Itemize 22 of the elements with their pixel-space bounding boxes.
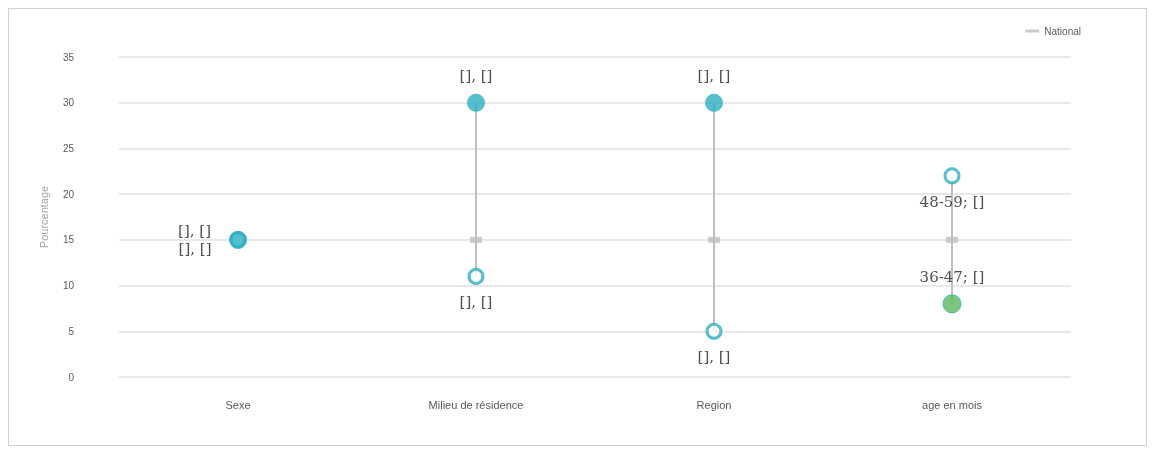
y-axis-title: Pourcentage [37,185,50,249]
x-tick-label: Milieu de résidence [428,398,524,411]
data-label: [], [] [459,67,493,86]
data-label: [], [] [459,293,493,312]
data-label: [], [] [697,67,731,86]
x-tick-label: Region [696,398,732,411]
data-label: [], [] [178,221,211,240]
x-tick-label: age en mois [922,398,983,411]
y-tick-label: 5 [68,325,75,337]
y-tick-label: 0 [68,371,75,383]
y-tick-label: 15 [62,234,75,246]
legend-label: National [1044,25,1082,37]
data-label: [], [] [178,239,212,258]
y-tick-label: 10 [62,280,75,292]
data-label: [], [] [697,348,731,367]
x-tick-label: Sexe [225,398,251,411]
y-tick-label: 30 [62,97,75,109]
y-tick-label: 25 [62,142,75,154]
data-label: 48-59; [] [919,192,985,211]
y-tick-label: 20 [62,188,75,200]
y-tick-label: 35 [62,51,75,63]
data-label: 36-47; [] [919,267,985,286]
